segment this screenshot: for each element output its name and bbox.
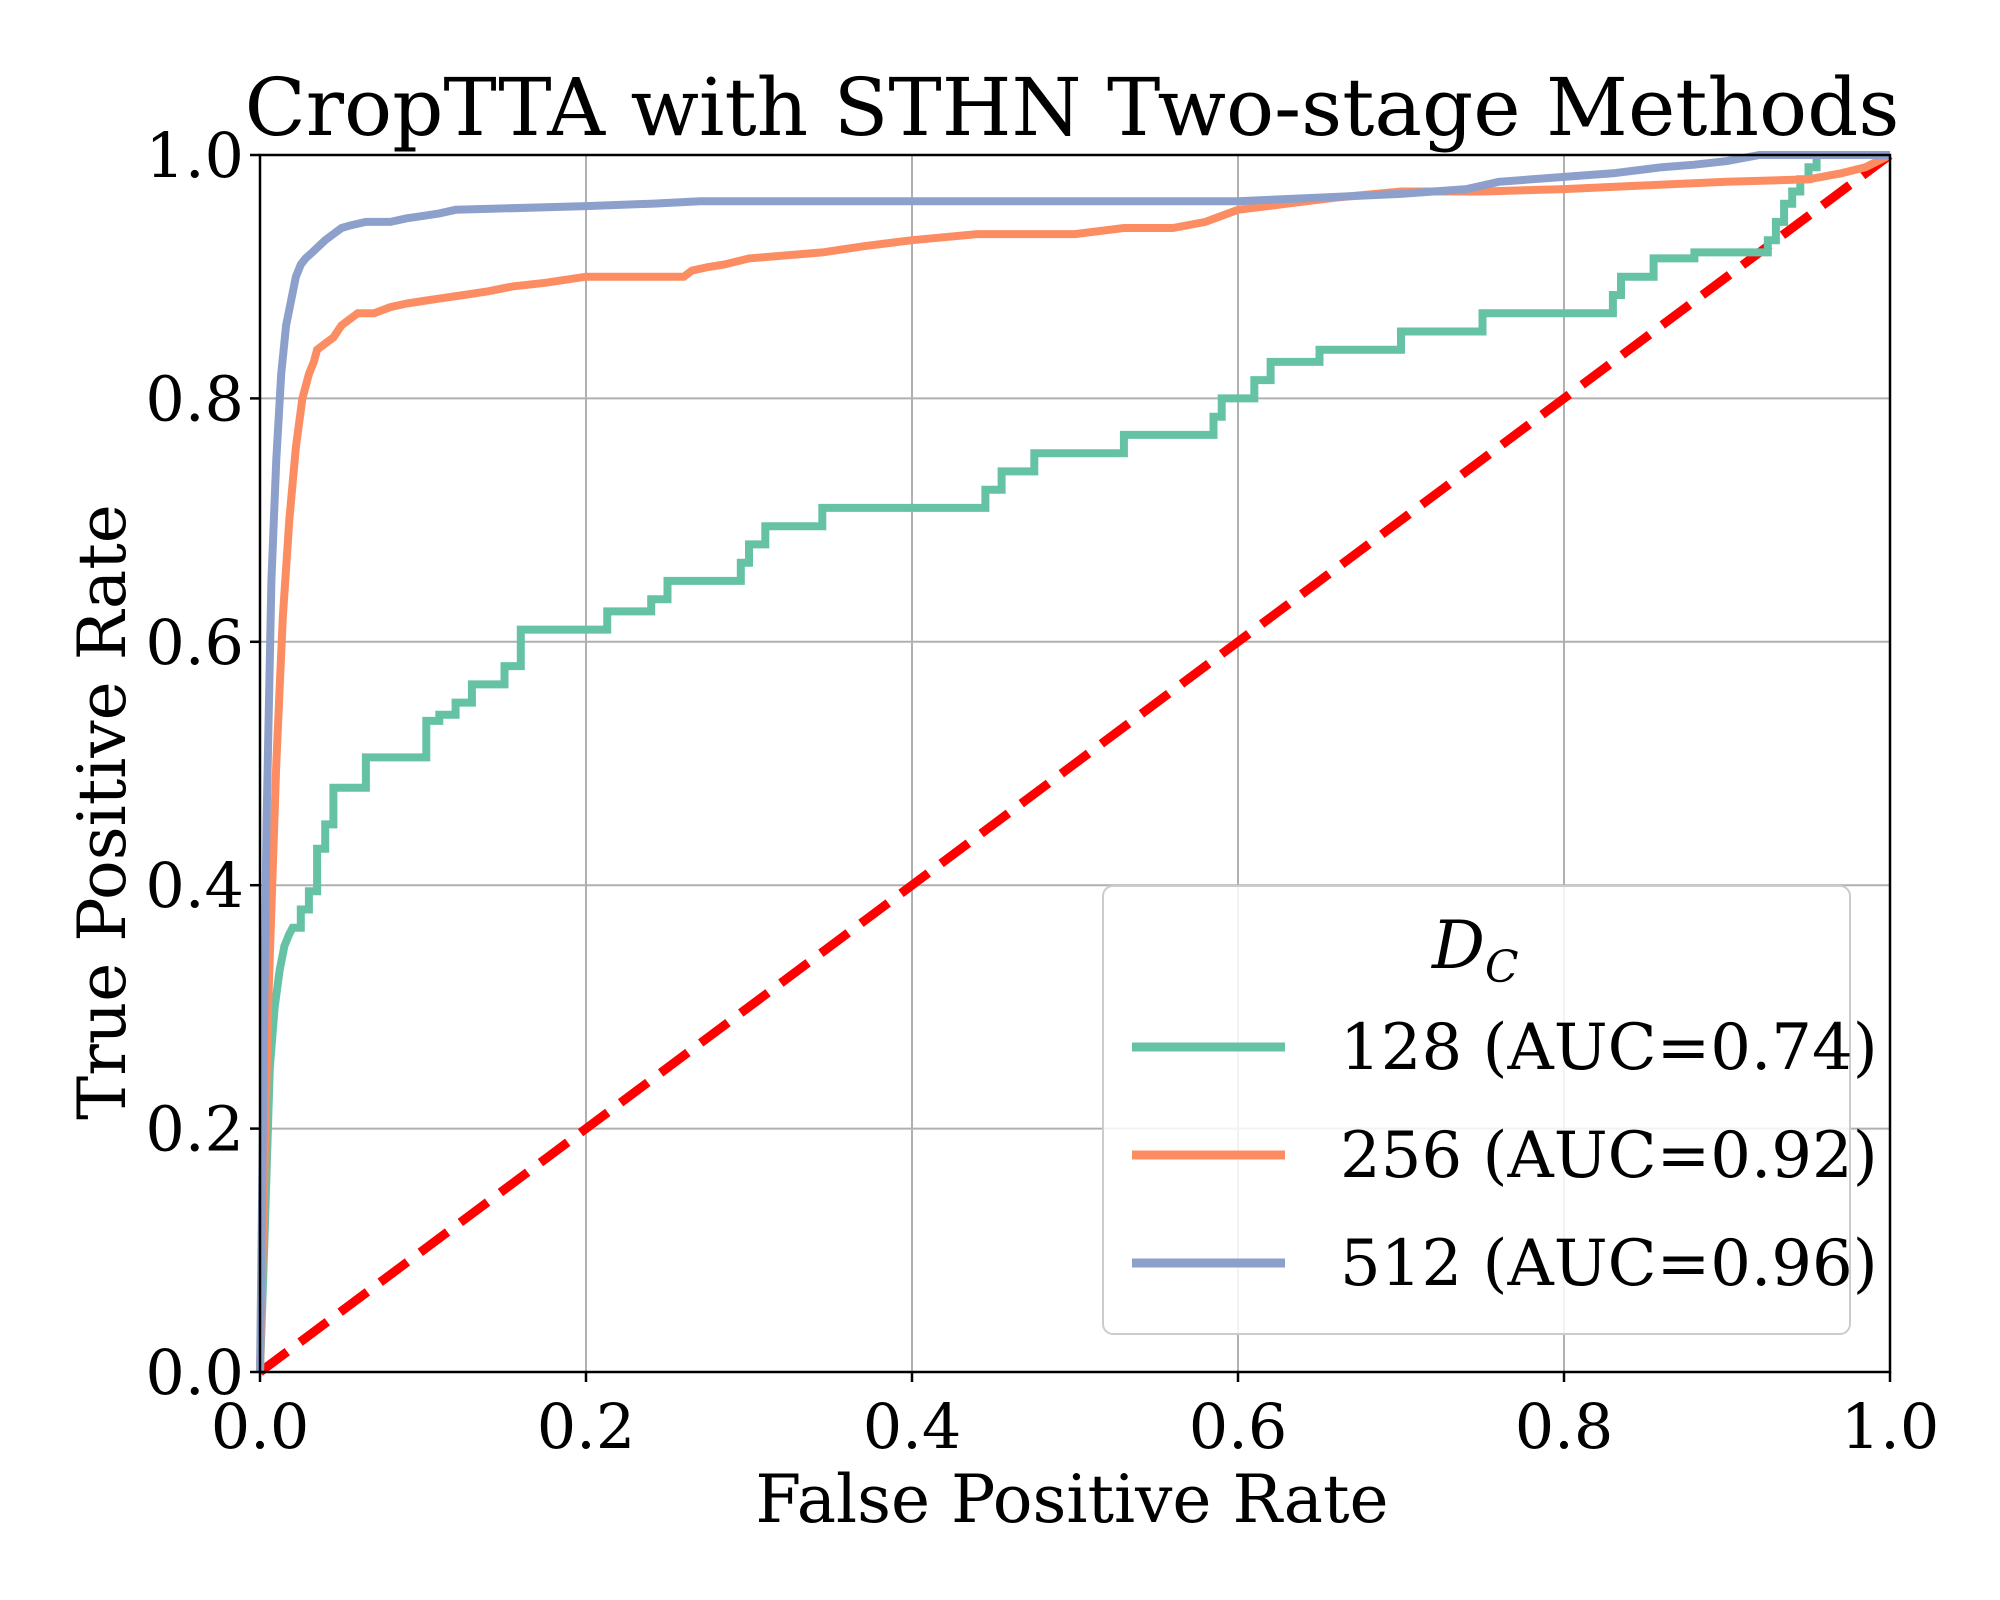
- legend: DC 128 (AUC=0.74) 256 (AUC=0.92) 512 (AUC=…: [1102, 885, 1878, 1335]
- y-tick-label: 0.6: [145, 606, 244, 679]
- legend-title: DC: [1431, 907, 1519, 993]
- x-tick-label: 0.2: [537, 1390, 636, 1463]
- x-tick-label: 0.6: [1189, 1390, 1288, 1463]
- x-tick-label: 0.8: [1515, 1390, 1614, 1463]
- y-axis-label: True Positive Rate: [64, 504, 141, 1120]
- legend-entries: 128 (AUC=0.74) 256 (AUC=0.92) 512 (AUC=0.9…: [1132, 1011, 1878, 1301]
- legend-title-sub: C: [1485, 942, 1519, 993]
- y-tick-label: 0.2: [145, 1093, 244, 1166]
- plot-frame: [258, 153, 1892, 1374]
- legend-label-3: 512 (AUC=0.96): [1340, 1227, 1878, 1301]
- series-line-3: [256, 151, 1890, 1373]
- x-axis-label: False Positive Rate: [755, 1461, 1388, 1538]
- legend-title-main: D: [1431, 907, 1485, 984]
- y-tick-label: 0.8: [145, 362, 244, 435]
- ticks: 0.0 0.2 0.4 0.6 0.8 1.0 0.0 0.2 0.4 0.6 0.8 1.0: [145, 119, 1939, 1463]
- x-tick-label: 0.0: [211, 1390, 310, 1463]
- reference-line-layer: [257, 151, 1893, 1376]
- legend-label-1: 128 (AUC=0.74): [1340, 1011, 1878, 1085]
- chart-title: CropTTA with STHN Two-stage Methods: [245, 61, 1900, 154]
- x-tick-label: 0.4: [863, 1390, 962, 1463]
- series-layer: [256, 151, 1892, 1373]
- y-tick-label: 0.4: [145, 849, 244, 922]
- legend-label-2: 256 (AUC=0.92): [1340, 1119, 1878, 1193]
- series-line-1: [256, 151, 1890, 1373]
- legend-box: [1102, 885, 1851, 1335]
- x-tick-label: 1.0: [1841, 1390, 1940, 1463]
- y-tick-label: 0.0: [145, 1336, 244, 1409]
- y-tick-label: 1.0: [145, 119, 244, 192]
- diagonal-reference-line: [257, 151, 1893, 1376]
